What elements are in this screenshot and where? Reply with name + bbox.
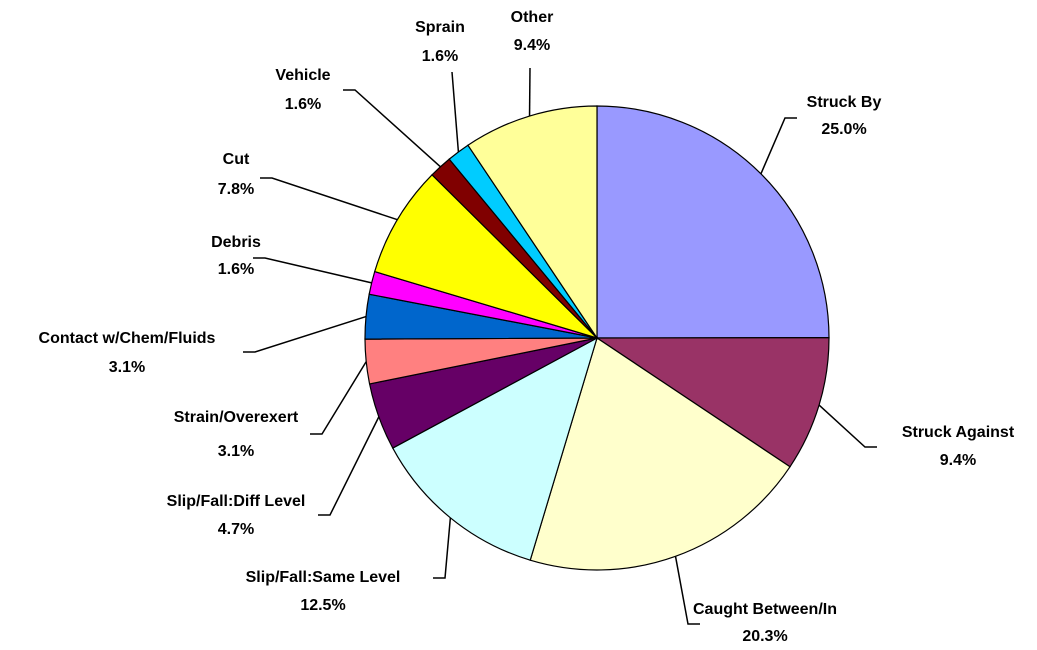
leader-line (451, 71, 460, 153)
slice-label: Strain/Overexert (174, 409, 299, 426)
slice-label: Slip/Fall:Same Level (246, 569, 401, 586)
slice-value-label: 3.1% (109, 359, 145, 376)
slice-value-label: 9.4% (940, 452, 976, 469)
pie-slice (467, 105, 598, 340)
pie-slice (391, 336, 598, 561)
slice-value-label: 3.1% (218, 443, 254, 460)
leader-line (343, 89, 441, 168)
pie-slice (373, 174, 598, 339)
slice-label: Caught Between/In (693, 601, 837, 618)
leader-line (243, 315, 367, 353)
leader-line (818, 404, 877, 448)
leader-line (253, 257, 372, 284)
slice-value-label: 9.4% (514, 37, 550, 54)
slice-value-label: 20.3% (742, 628, 787, 645)
slice-value-label: 7.8% (218, 181, 254, 198)
leader-line (260, 177, 398, 221)
slice-value-label: 4.7% (218, 521, 254, 538)
slice-label: Vehicle (275, 67, 330, 84)
slice-value-label: 1.6% (285, 96, 321, 113)
pie-slice (595, 337, 830, 468)
slice-label: Contact w/Chem/Fluids (39, 330, 216, 347)
slice-label: Other (511, 9, 554, 26)
slice-value-label: 1.6% (422, 48, 458, 65)
slice-label: Struck By (807, 94, 882, 111)
leader-line (760, 117, 797, 175)
leader-line (674, 556, 700, 625)
leader-line (310, 361, 367, 435)
leader-line (318, 416, 380, 516)
slice-label: Slip/Fall:Diff Level (167, 493, 306, 510)
slice-label: Cut (223, 151, 250, 168)
slice-label: Sprain (415, 19, 465, 36)
slice-value-label: 1.6% (218, 261, 254, 278)
slice-label: Struck Against (902, 424, 1015, 441)
slice-label: Debris (211, 234, 261, 251)
slice-value-label: 12.5% (300, 597, 345, 614)
leader-line (433, 517, 452, 579)
pie-slice (596, 105, 830, 339)
slice-value-label: 25.0% (821, 121, 866, 138)
